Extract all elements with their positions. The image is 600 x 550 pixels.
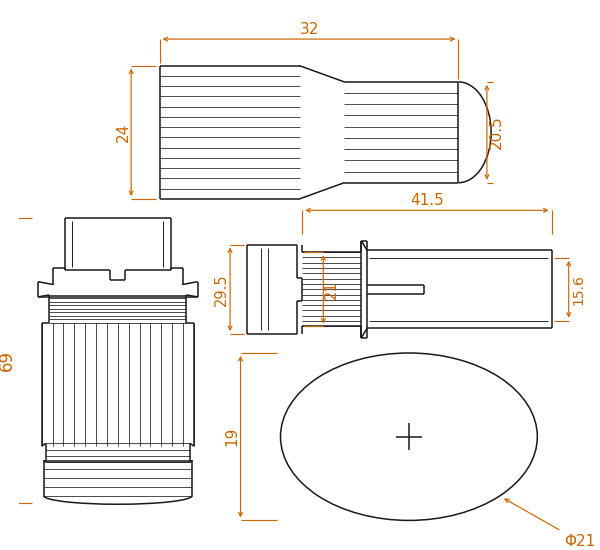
Text: 15.6: 15.6: [571, 274, 585, 305]
Text: 24: 24: [116, 123, 131, 142]
Text: Φ21: Φ21: [505, 499, 595, 549]
Text: 21: 21: [323, 280, 338, 299]
Text: 32: 32: [299, 22, 319, 37]
Text: 41.5: 41.5: [410, 193, 444, 208]
Text: 69: 69: [0, 350, 16, 371]
Text: 29.5: 29.5: [214, 273, 229, 306]
Text: 20.5: 20.5: [489, 116, 504, 149]
Text: 19: 19: [224, 427, 239, 447]
